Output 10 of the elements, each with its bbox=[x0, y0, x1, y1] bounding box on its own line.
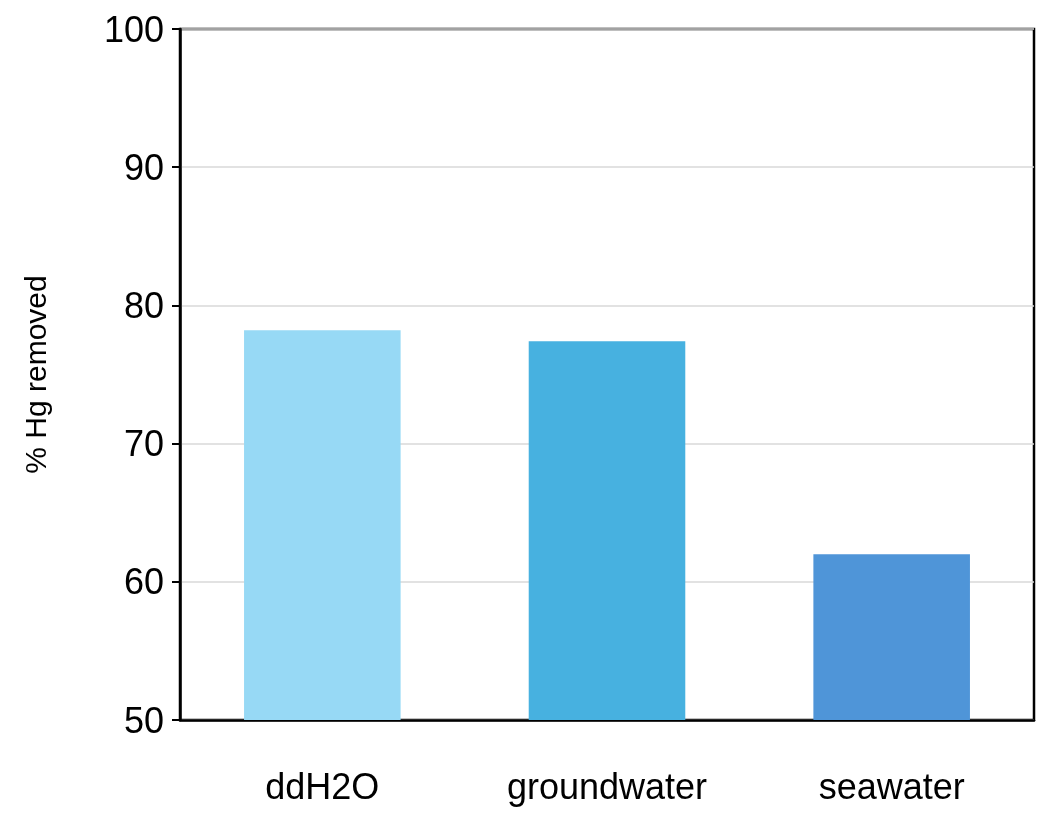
y-tick-label: 70 bbox=[123, 423, 164, 465]
x-tick-label: ddH2O bbox=[265, 765, 380, 807]
x-tick-label: seawater bbox=[818, 765, 965, 807]
y-tick-label: 90 bbox=[123, 146, 164, 188]
y-tick-label: 60 bbox=[123, 561, 164, 603]
y-axis-title: % Hg removed bbox=[18, 275, 52, 474]
x-tick-label: groundwater bbox=[506, 765, 708, 807]
y-tick-label: 80 bbox=[123, 284, 164, 326]
y-tick-label: 50 bbox=[123, 699, 164, 741]
y-tick-label: 100 bbox=[103, 8, 164, 50]
